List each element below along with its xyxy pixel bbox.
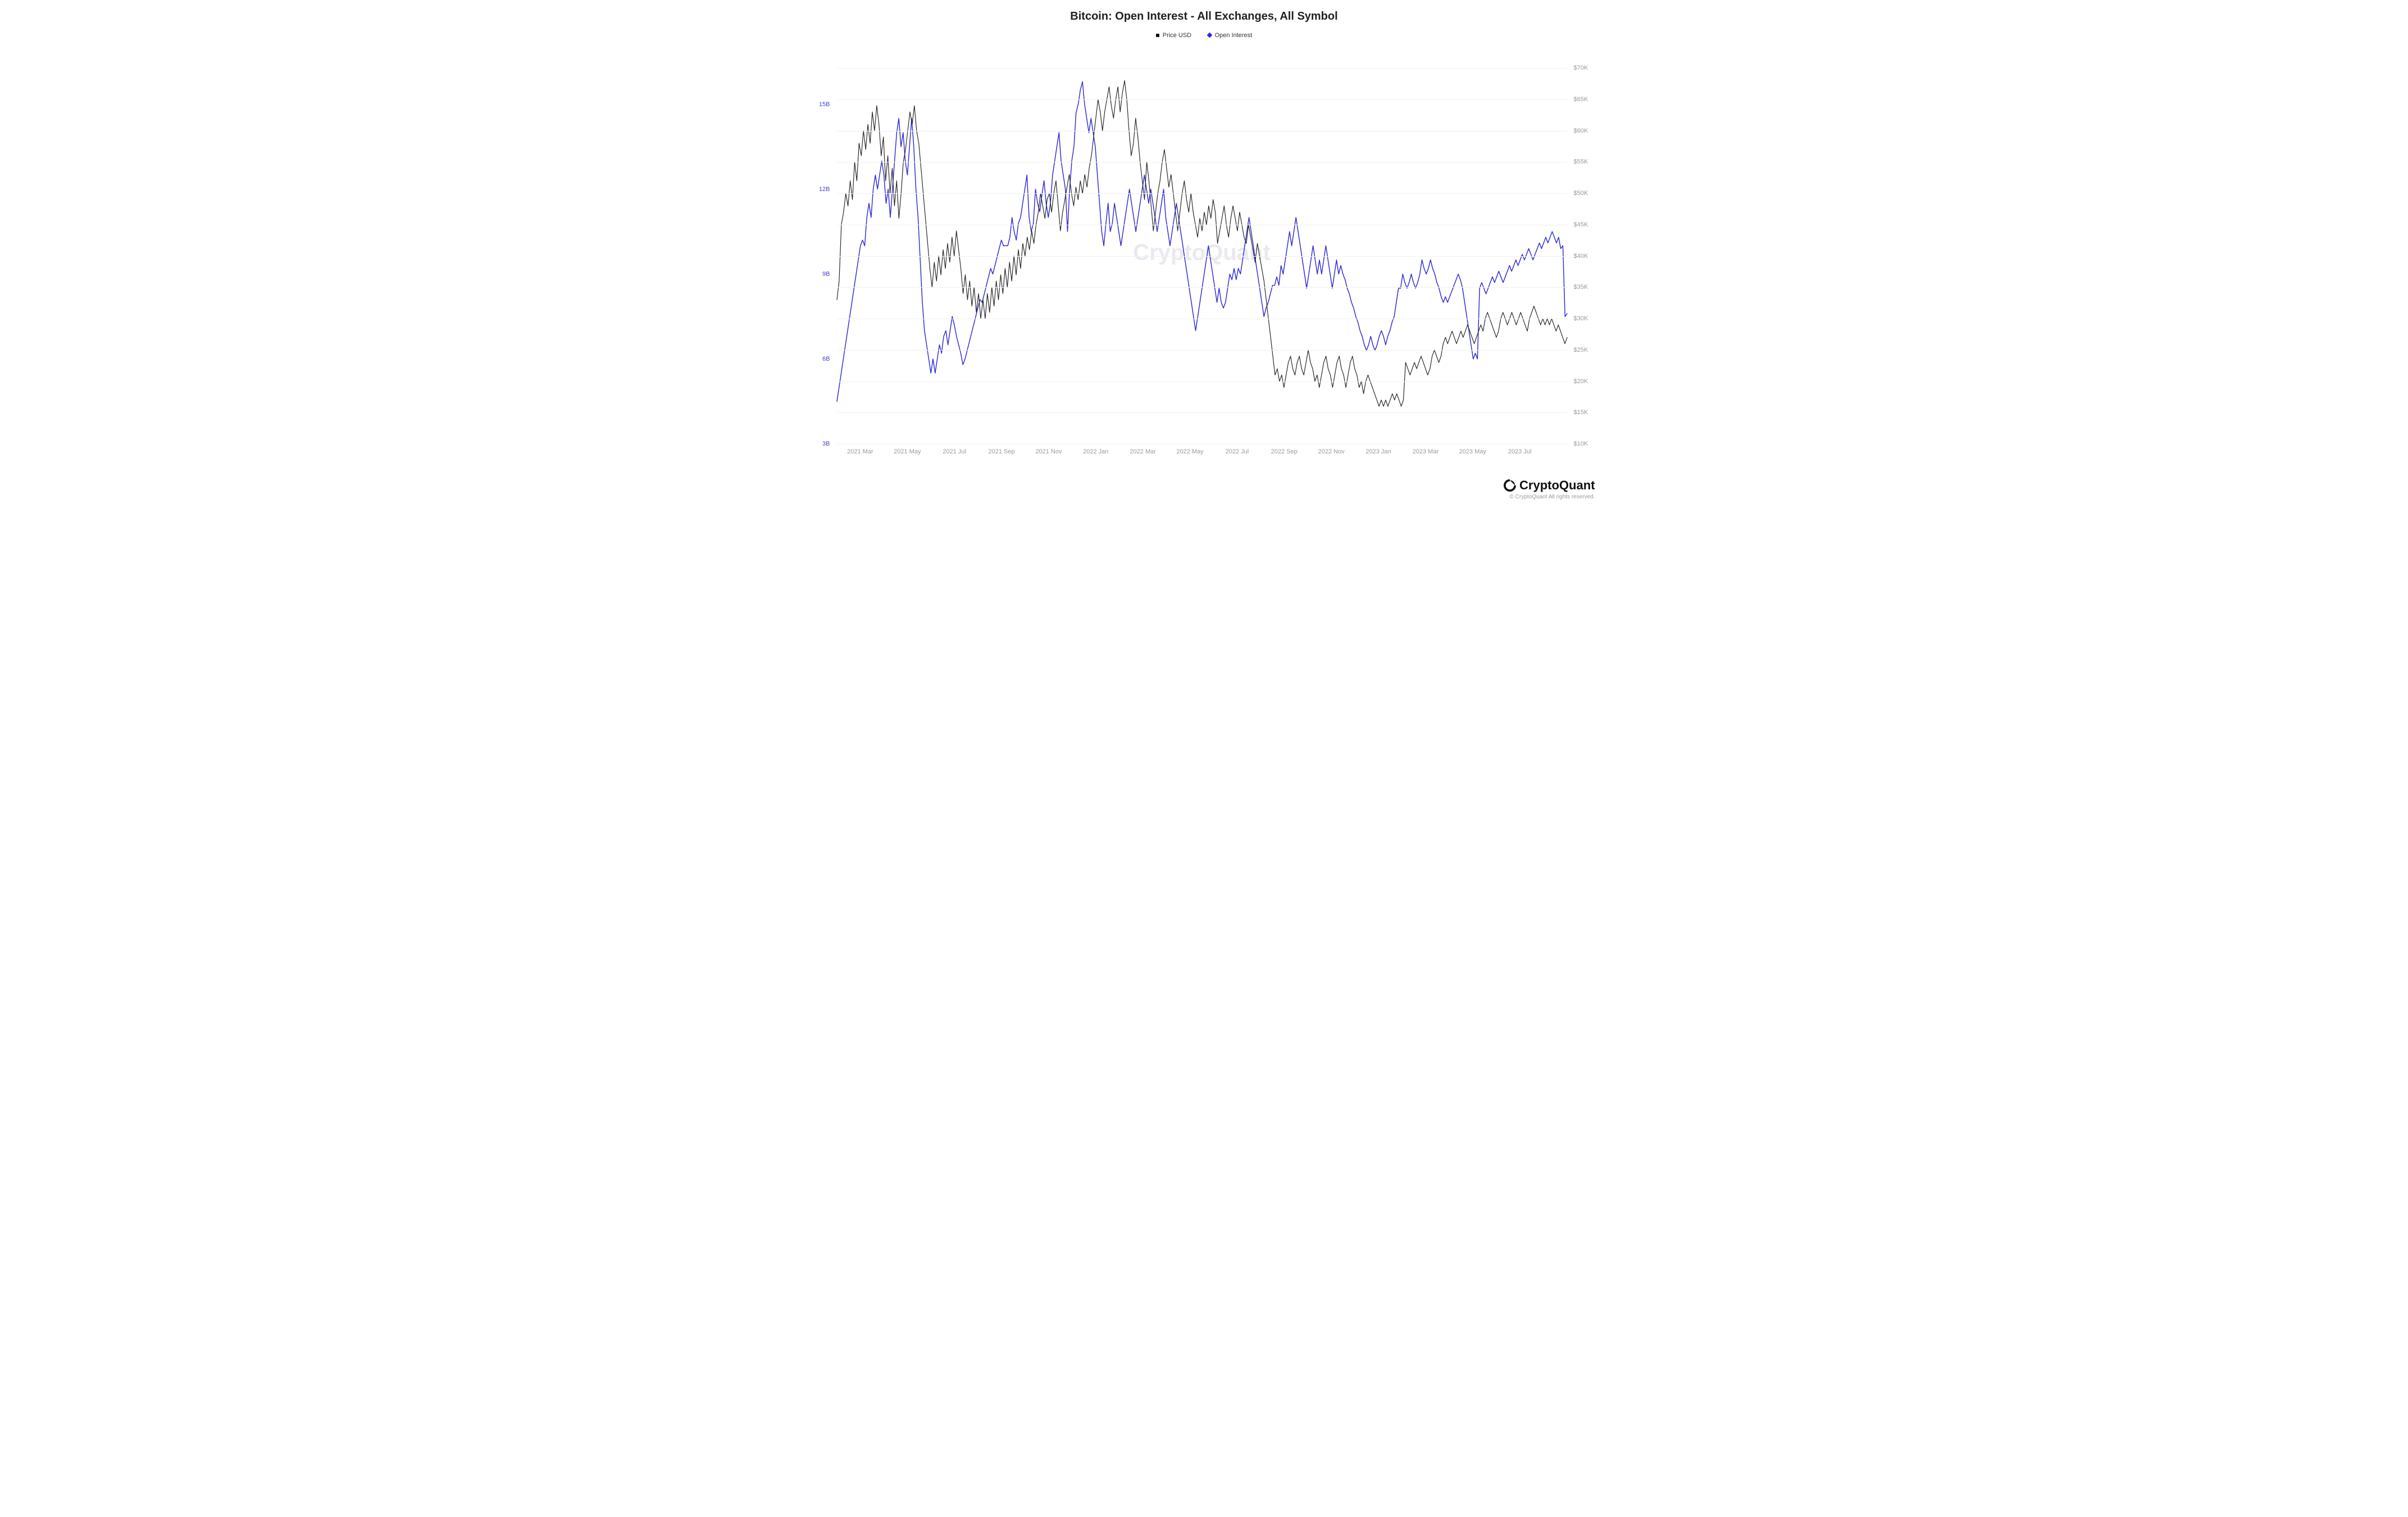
grid-line xyxy=(837,381,1567,382)
y-right-tick-label: $35K xyxy=(1574,284,1588,290)
brand: CryptoQuant xyxy=(1504,478,1595,493)
x-tick-label: 2021 Mar xyxy=(847,448,873,455)
y-left-tick-label: 12B xyxy=(819,186,830,193)
grid-line xyxy=(837,193,1567,194)
x-tick-label: 2023 Jan xyxy=(1365,448,1391,455)
y-left-tick-label: 9B xyxy=(822,271,830,278)
series-svg xyxy=(837,62,1567,444)
copyright: © CryptoQuant All rights reserved. xyxy=(1504,494,1595,500)
legend-label-oi: Open Interest xyxy=(1215,32,1253,39)
grid-line xyxy=(837,256,1567,257)
x-tick-label: 2021 Nov xyxy=(1035,448,1062,455)
brand-icon xyxy=(1504,479,1516,492)
grid-line xyxy=(837,350,1567,351)
grid-line xyxy=(837,68,1567,69)
y-right-tick-label: $25K xyxy=(1574,347,1588,353)
y-right-tick-label: $65K xyxy=(1574,96,1588,103)
x-tick-label: 2021 May xyxy=(894,448,921,455)
legend-item-price: Price USD xyxy=(1156,32,1191,39)
legend-dot-price xyxy=(1156,34,1159,37)
y-right-tick-label: $15K xyxy=(1574,409,1588,416)
chart-title: Bitcoin: Open Interest - All Exchanges, … xyxy=(803,0,1605,23)
legend-item-oi: Open Interest xyxy=(1208,32,1253,39)
y-right-tick-label: $10K xyxy=(1574,440,1588,447)
plot-area: CryptoQuant $10K$15K$20K$25K$30K$35K$40K… xyxy=(837,62,1567,444)
y-right-tick-label: $20K xyxy=(1574,378,1588,385)
y-right-tick-label: $40K xyxy=(1574,253,1588,260)
y-right-tick-label: $45K xyxy=(1574,221,1588,228)
x-tick-label: 2022 Jan xyxy=(1083,448,1108,455)
x-tick-label: 2022 Mar xyxy=(1130,448,1155,455)
y-left-tick-label: 15B xyxy=(819,101,830,108)
x-tick-label: 2022 Nov xyxy=(1318,448,1345,455)
x-tick-label: 2023 May xyxy=(1459,448,1486,455)
x-tick-label: 2022 May xyxy=(1176,448,1203,455)
x-tick-label: 2021 Sep xyxy=(988,448,1014,455)
y-left-tick-label: 3B xyxy=(822,440,830,447)
grid-line xyxy=(837,412,1567,413)
series-price-usd xyxy=(837,80,1567,406)
legend-label-price: Price USD xyxy=(1163,32,1191,39)
legend-dot-oi xyxy=(1207,33,1212,38)
x-tick-label: 2022 Jul xyxy=(1226,448,1249,455)
y-right-tick-label: $60K xyxy=(1574,128,1588,134)
y-right-tick-label: $70K xyxy=(1574,65,1588,71)
brand-name: CryptoQuant xyxy=(1519,478,1595,493)
y-right-tick-label: $30K xyxy=(1574,315,1588,322)
y-right-tick-label: $50K xyxy=(1574,190,1588,197)
y-left-tick-label: 6B xyxy=(822,356,830,362)
x-tick-label: 2021 Jul xyxy=(943,448,966,455)
x-tick-label: 2022 Sep xyxy=(1271,448,1298,455)
series-open-interest xyxy=(837,81,1567,401)
grid-line xyxy=(837,287,1567,288)
chart-container: Bitcoin: Open Interest - All Exchanges, … xyxy=(803,0,1605,506)
y-right-tick-label: $55K xyxy=(1574,158,1588,165)
grid-line xyxy=(837,99,1567,100)
x-tick-label: 2023 Mar xyxy=(1413,448,1439,455)
chart-legend: Price USD Open Interest xyxy=(803,30,1605,40)
x-tick-label: 2023 Jul xyxy=(1508,448,1532,455)
chart-footer: CryptoQuant © CryptoQuant All rights res… xyxy=(1504,478,1595,500)
